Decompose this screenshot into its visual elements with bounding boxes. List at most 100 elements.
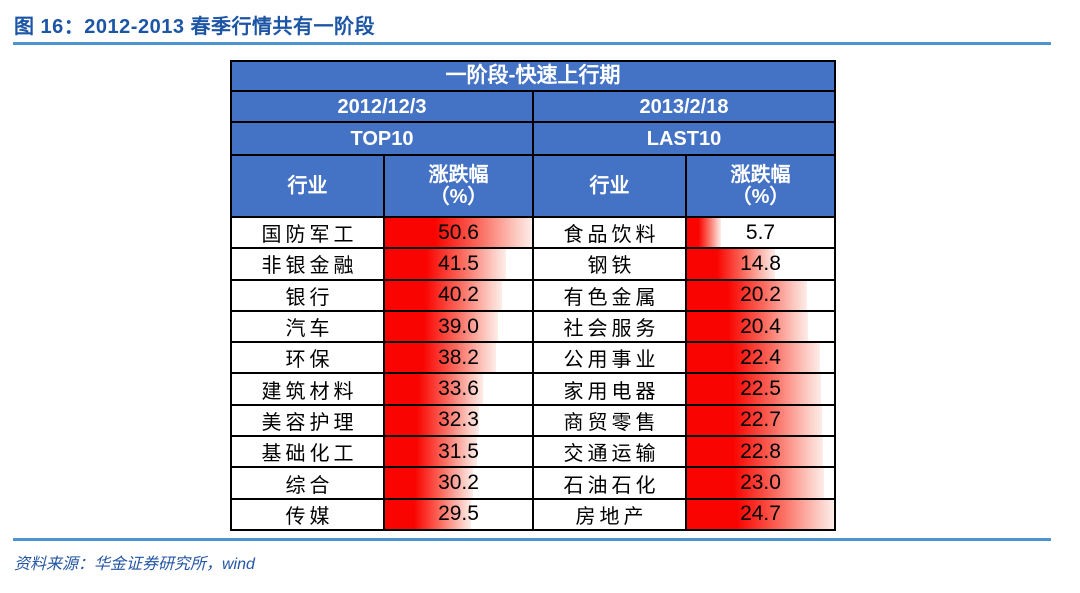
source-note: 资料来源：华金证券研究所，wind [14, 556, 255, 573]
stage-header-row: 一阶段-快速上行期 [232, 62, 834, 90]
data-bar [385, 405, 479, 436]
change-value: 22.4 [740, 345, 781, 369]
change-value: 33.6 [438, 377, 479, 401]
table-row: 传媒 29.5 房地产 24.7 [232, 497, 834, 529]
change-cell: 22.4 [685, 343, 834, 373]
change-value: 22.5 [740, 377, 781, 401]
change-cell: 40.2 [383, 280, 532, 310]
industry-cell: 汽车 [285, 316, 334, 341]
date-header-row: 2012/12/3 2013/2/18 [232, 90, 834, 121]
change-cell: 33.6 [383, 374, 532, 404]
data-bar [385, 343, 496, 373]
data-bar [385, 499, 471, 529]
industry-cell: 传媒 [285, 503, 334, 528]
right-change-header: 涨跌幅 （%） [685, 156, 834, 216]
change-value: 20.4 [740, 314, 781, 338]
left-date: 2012/12/3 [337, 95, 427, 118]
change-cell: 22.8 [685, 437, 834, 467]
data-bar [687, 280, 808, 310]
change-value: 30.2 [438, 471, 479, 495]
caption-divider [13, 42, 1051, 45]
industry-cell: 有色金属 [532, 280, 685, 310]
industry-cell: 公用事业 [532, 343, 685, 373]
data-bar [687, 343, 821, 373]
table-row: 非银金融 41.5 钢铁 14.8 [232, 247, 834, 279]
change-cell: 32.3 [383, 405, 532, 436]
industry-cell: 非银金融 [261, 253, 358, 278]
data-bar [385, 374, 483, 404]
data-bar [385, 249, 506, 279]
source-divider [13, 538, 1051, 541]
change-cell: 41.5 [383, 249, 532, 279]
industry-cell: 基础化工 [261, 441, 358, 466]
change-value: 14.8 [740, 251, 781, 275]
change-cell: 20.4 [685, 311, 834, 342]
change-value: 32.3 [438, 408, 479, 432]
left-industry-header: 行业 [287, 175, 328, 197]
right-date: 2013/2/18 [532, 92, 834, 121]
change-header-line2: （%） [429, 186, 488, 208]
industry-cell: 家用电器 [532, 374, 685, 404]
table-row: 汽车 39.0 社会服务 20.4 [232, 309, 834, 342]
industry-cell: 国防军工 [261, 222, 358, 247]
change-value: 40.2 [438, 283, 479, 307]
data-bar [687, 499, 834, 529]
industry-cell: 商贸零售 [532, 405, 685, 436]
left-change-header: 涨跌幅 （%） [383, 156, 532, 216]
column-header-row: 行业 涨跌幅 （%） 行业 涨跌幅 （%） [232, 154, 834, 216]
change-value: 20.2 [740, 283, 781, 307]
change-value: 5.7 [745, 220, 776, 244]
change-header-line1: 涨跌幅 [730, 164, 791, 186]
change-value: 39.0 [438, 314, 479, 338]
change-value: 38.2 [438, 345, 479, 369]
industry-cell: 银行 [285, 284, 334, 309]
data-bar [687, 311, 809, 342]
stage-table: 一阶段-快速上行期 2012/12/3 2013/2/18 TOP10 LAST… [230, 60, 836, 531]
change-cell: 39.0 [383, 311, 532, 342]
change-cell: 30.2 [383, 468, 532, 498]
table-row: 基础化工 31.5 交通运输 22.8 [232, 435, 834, 467]
industry-cell: 交通运输 [532, 437, 685, 467]
industry-cell: 综合 [285, 472, 334, 497]
table-row: 综合 30.2 石油石化 23.0 [232, 466, 834, 498]
left-group-label: TOP10 [350, 127, 414, 150]
industry-cell: 社会服务 [532, 311, 685, 342]
data-bar [385, 218, 532, 248]
change-value: 23.0 [740, 471, 781, 495]
change-value: 31.5 [438, 439, 479, 463]
data-bar [385, 468, 473, 498]
change-value: 22.7 [740, 408, 781, 432]
table-row: 国防军工 50.6 食品饮料 5.7 [232, 216, 834, 248]
table-row: 建筑材料 33.6 家用电器 22.5 [232, 372, 834, 404]
change-cell: 14.8 [685, 249, 834, 279]
change-cell: 38.2 [383, 343, 532, 373]
change-cell: 22.5 [685, 374, 834, 404]
data-bar [385, 437, 477, 467]
industry-cell: 食品饮料 [532, 218, 685, 248]
data-bar [687, 468, 824, 498]
group-header-row: TOP10 LAST10 [232, 121, 834, 154]
industry-cell: 建筑材料 [261, 378, 358, 403]
industry-cell: 石油石化 [532, 468, 685, 498]
change-cell: 50.6 [383, 218, 532, 248]
change-cell: 29.5 [383, 499, 532, 529]
data-bar [687, 218, 721, 248]
change-value: 29.5 [438, 502, 479, 526]
industry-cell: 美容护理 [261, 409, 358, 434]
data-bar [385, 311, 499, 342]
change-header-line2: （%） [731, 186, 790, 208]
change-value: 24.7 [740, 502, 781, 526]
data-bar [687, 405, 823, 436]
stage-title: 一阶段-快速上行期 [445, 64, 621, 88]
data-bar [687, 249, 776, 279]
change-cell: 5.7 [685, 218, 834, 248]
data-bar [687, 374, 821, 404]
change-cell: 31.5 [383, 437, 532, 467]
data-bar [385, 280, 502, 310]
change-cell: 23.0 [685, 468, 834, 498]
right-group-label: LAST10 [532, 123, 834, 154]
data-bar [687, 437, 823, 467]
change-value: 22.8 [740, 439, 781, 463]
table-row: 银行 40.2 有色金属 20.2 [232, 278, 834, 310]
